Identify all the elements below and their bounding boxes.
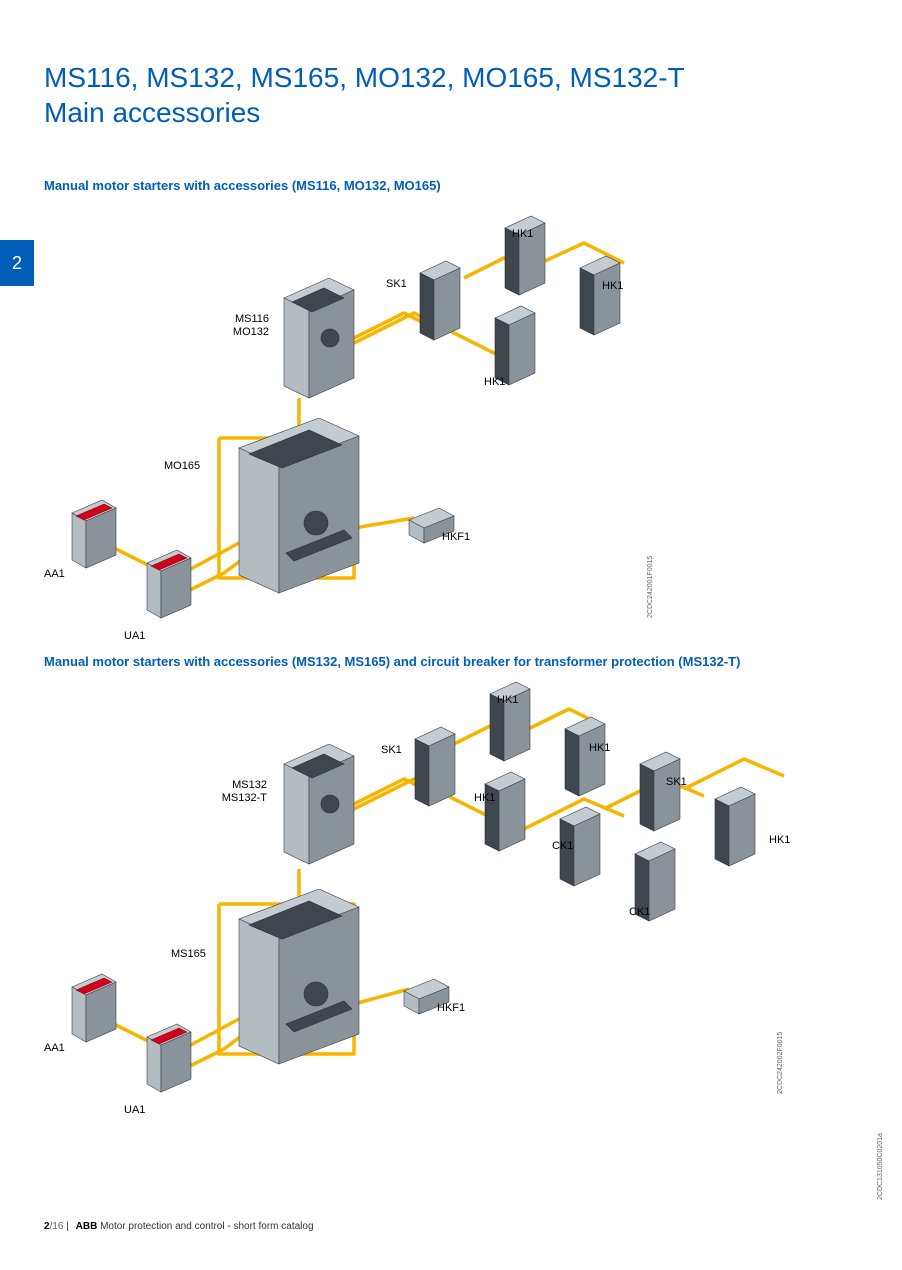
section1-ref-code: 2CDC242001F0015 <box>647 556 654 618</box>
label-hk1-far: HK1 <box>769 834 790 846</box>
footer-desc: Motor protection and control - short for… <box>97 1221 313 1232</box>
label-hk1-top-2: HK1 <box>497 694 518 706</box>
label-hkf1: HKF1 <box>442 531 470 543</box>
section2-ref-code: 2CDC242002F0015 <box>777 1032 784 1094</box>
device-aa1-2 <box>64 972 124 1052</box>
page-ref-code: 2CDC131050C0201a <box>877 1133 884 1200</box>
label-mo165: MO165 <box>164 460 200 472</box>
device-hk1-far <box>709 784 764 874</box>
label-ua1-2: UA1 <box>124 1104 145 1116</box>
footer-brand: ABB <box>76 1221 98 1232</box>
label-ms165: MS165 <box>171 948 206 960</box>
page-footer: 2/16 | ABB Motor protection and control … <box>44 1221 314 1232</box>
label-aa1-2: AA1 <box>44 1042 65 1054</box>
section2-title: Manual motor starters with accessories (… <box>44 654 740 669</box>
device-hk1-top-2 <box>484 679 539 769</box>
page-header: MS116, MS132, MS165, MO132, MO165, MS132… <box>44 60 858 130</box>
label-hk1-r2: HK1 <box>474 792 495 804</box>
section2-diagram: MS132 MS132-T MS165 SK1 HK1 HK1 HK1 SK1 … <box>44 674 864 1134</box>
label-hkf1-2: HKF1 <box>437 1002 465 1014</box>
chapter-tab: 2 <box>0 240 34 286</box>
footer-page-total: /16 <box>50 1221 64 1232</box>
label-ms116: MS116 <box>214 313 269 325</box>
device-aa1 <box>64 498 124 578</box>
label-ms132t: MS132-T <box>207 792 267 804</box>
device-ms165 <box>224 889 374 1079</box>
label-ua1: UA1 <box>124 630 145 642</box>
label-hk1-top: HK1 <box>512 228 533 240</box>
label-sk1-2: SK1 <box>381 744 402 756</box>
label-hk1-right: HK1 <box>602 280 623 292</box>
device-hk1-r1 <box>559 714 614 804</box>
device-hk1-r2 <box>479 769 534 859</box>
device-ms116-mo132 <box>274 278 364 408</box>
device-ms132 <box>274 744 364 874</box>
label-ms132: MS132 <box>207 779 267 791</box>
section1-title: Manual motor starters with accessories (… <box>44 178 441 193</box>
footer-sep: | <box>63 1221 71 1232</box>
label-mo132: MO132 <box>214 326 269 338</box>
label-hk1-r1: HK1 <box>589 742 610 754</box>
device-ua1-2 <box>139 1022 199 1102</box>
label-aa1: AA1 <box>44 568 65 580</box>
label-ck1-a: CK1 <box>552 840 573 852</box>
device-sk1-2 <box>409 724 464 814</box>
label-hk1-mid: HK1 <box>484 376 505 388</box>
page-title-line2: Main accessories <box>44 95 858 130</box>
device-hk1-right <box>574 253 629 343</box>
device-sk1-r <box>634 749 689 839</box>
label-sk1: SK1 <box>386 278 407 290</box>
device-hk1-top <box>499 213 554 303</box>
page-title-line1: MS116, MS132, MS165, MO132, MO165, MS132… <box>44 60 858 95</box>
device-sk1 <box>414 258 469 348</box>
device-ua1 <box>139 548 199 628</box>
device-mo165 <box>224 418 374 608</box>
label-ck1-b: CK1 <box>629 906 650 918</box>
section1-diagram: MS116 MO132 MO165 SK1 HK1 HK1 HK1 HKF1 A… <box>44 198 864 638</box>
label-sk1-r: SK1 <box>666 776 687 788</box>
chapter-number: 2 <box>12 253 22 274</box>
